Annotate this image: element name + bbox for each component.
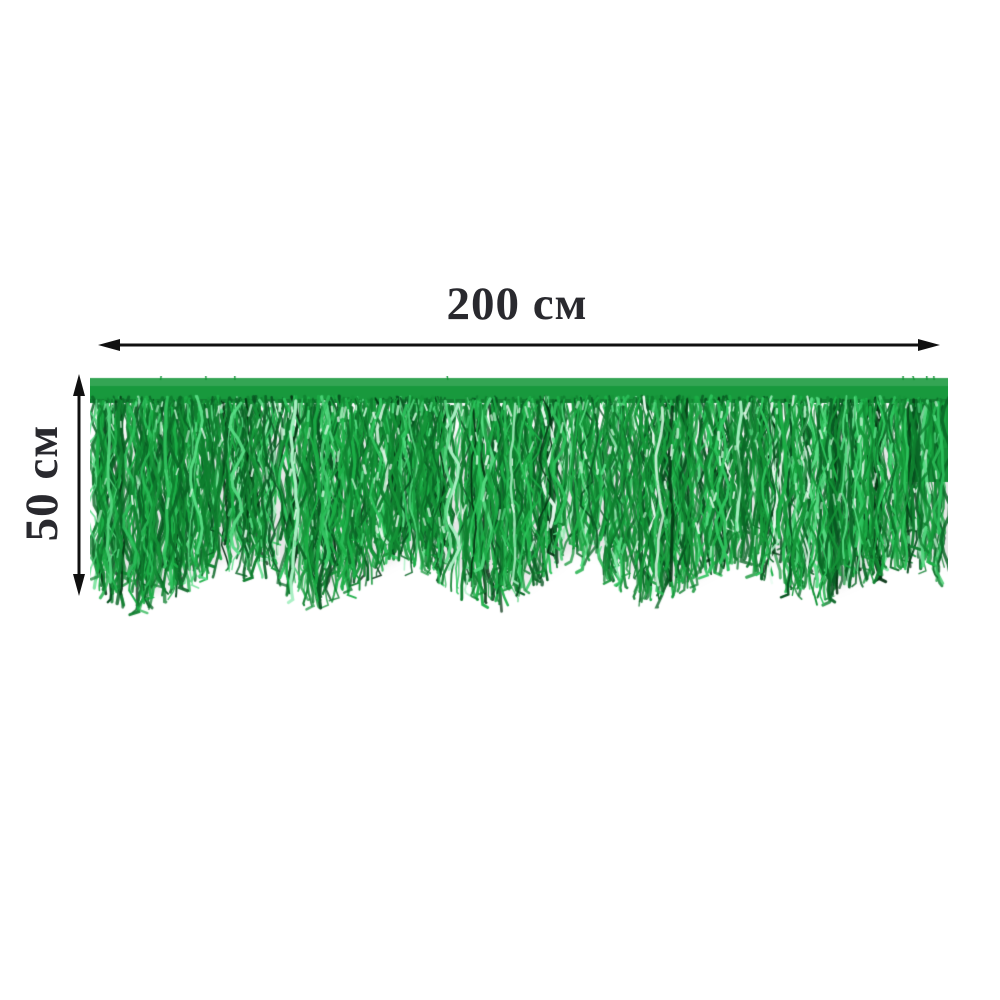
height-dimension-label: 50 см	[16, 424, 68, 542]
left-arrowhead-icon	[98, 339, 120, 351]
bottom-arrowhead-icon	[73, 574, 85, 596]
width-dimension-arrow	[98, 339, 940, 351]
tinsel-garland-photo	[90, 376, 948, 656]
height-dimension-arrow	[73, 374, 85, 596]
top-arrowhead-icon	[73, 374, 85, 396]
width-dimension-label: 200 см	[446, 278, 588, 330]
right-arrowhead-icon	[918, 339, 940, 351]
